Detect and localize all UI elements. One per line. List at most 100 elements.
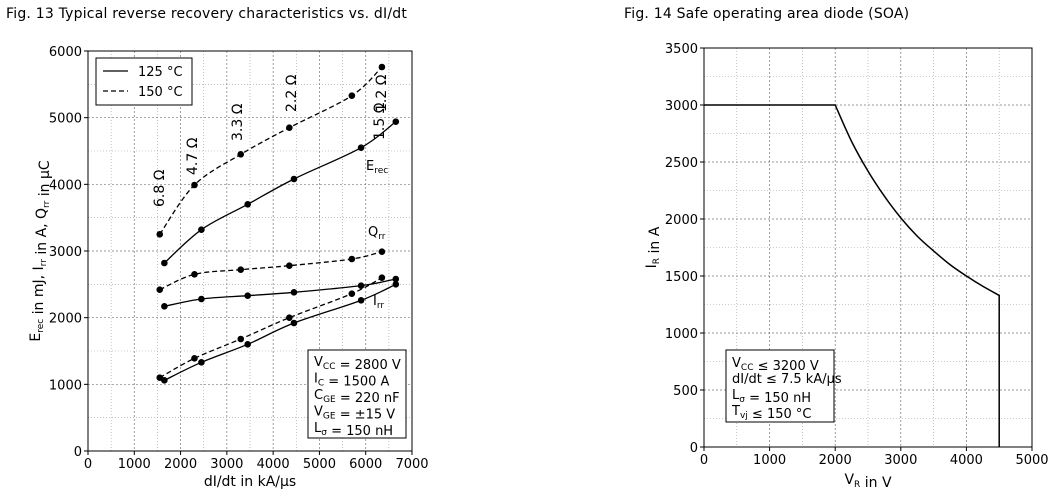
fig13-title: Fig. 13 Typical reverse recovery charact… xyxy=(6,6,408,22)
y-tick-label: 4000 xyxy=(49,178,82,193)
x-tick-label: 0 xyxy=(700,453,708,468)
resistor-label: 3.3 Ω xyxy=(230,103,246,141)
data-point xyxy=(198,226,205,233)
y-tick-label: 6000 xyxy=(49,45,82,60)
condition-line: IC = 1500 A xyxy=(314,372,390,390)
condition-line: VCC ≤ 3200 V xyxy=(732,356,819,374)
y-tick-label: 500 xyxy=(673,384,698,399)
y-tick-label: 3000 xyxy=(665,99,698,114)
x-tick-label: 3000 xyxy=(210,457,243,472)
data-point xyxy=(378,63,386,71)
data-point xyxy=(198,359,205,366)
y-tick-label: 0 xyxy=(74,445,82,460)
data-point xyxy=(348,290,356,297)
legend-box xyxy=(95,57,193,106)
erec-label: Erec xyxy=(366,159,388,176)
condition-line: CGE = 220 nF xyxy=(314,388,400,406)
data-point xyxy=(286,314,293,321)
data-point xyxy=(290,319,298,327)
data-point xyxy=(161,259,168,267)
data-point xyxy=(286,124,293,131)
plot-frame xyxy=(703,47,1033,448)
resistor-label: 4.7 Ω xyxy=(185,137,201,175)
resistor-label: 6.8 Ω xyxy=(152,169,168,207)
condition-line: Tvj ≤ 150 °C xyxy=(731,404,811,422)
soa-boundary-line xyxy=(704,104,1000,447)
data-point xyxy=(392,118,400,125)
x-tick-label: 4000 xyxy=(257,457,290,472)
x-tick-label: 1000 xyxy=(118,457,151,472)
y-axis-label: Erec in mJ, Irr in A, Qrr in µC xyxy=(28,160,53,342)
y-tick-label: 5000 xyxy=(49,112,82,127)
x-tick-label: 1000 xyxy=(753,453,786,468)
y-tick-label: 2000 xyxy=(665,213,698,228)
resistor-label: 1.2 Ω xyxy=(374,74,390,112)
x-tick-label: 2000 xyxy=(164,457,197,472)
data-point xyxy=(191,271,198,278)
data-point xyxy=(237,335,245,343)
x-axis-label: VR in V xyxy=(844,472,892,491)
x-tick-label: 3000 xyxy=(884,453,917,468)
data-point xyxy=(357,297,365,304)
legend-label: 150 °C xyxy=(138,85,183,100)
x-axis-label: dI/dt in kA/µs xyxy=(204,474,296,490)
condition-line: Lσ = 150 nH xyxy=(732,388,811,406)
condition-line: Lσ = 150 nH xyxy=(314,421,393,439)
data-point xyxy=(392,281,400,288)
condition-line: dI/dt ≤ 7.5 kA/µs xyxy=(732,372,842,387)
data-point xyxy=(156,374,164,381)
y-tick-label: 2500 xyxy=(665,156,698,171)
series-line-3 xyxy=(159,251,383,291)
x-tick-label: 4000 xyxy=(950,453,983,468)
y-tick-label: 1000 xyxy=(665,327,698,342)
conditions-box xyxy=(725,349,835,423)
legend-label: 125 °C xyxy=(138,65,183,80)
resistor-label: 2.2 Ω xyxy=(284,74,300,112)
y-tick-label: 0 xyxy=(690,441,698,456)
y-tick-label: 1000 xyxy=(49,378,82,393)
series-line-0 xyxy=(163,121,397,264)
data-point xyxy=(244,341,251,348)
data-point xyxy=(244,201,251,208)
data-point xyxy=(290,175,298,183)
condition-line: VGE = ±15 V xyxy=(314,405,395,423)
data-point xyxy=(237,151,245,158)
x-tick-label: 5000 xyxy=(1015,453,1048,468)
data-point xyxy=(156,231,164,238)
y-axis-label: IR in A xyxy=(644,226,663,268)
fig13-chart: 0 1000 2000 3000 4000 5000 6000 7000 0 1000 2000 30… xyxy=(28,45,429,490)
fig14-chart: 0 1000 2000 3000 4000 5000 0 500 1000 1500 2000 250… xyxy=(644,42,1049,491)
series-line-1 xyxy=(159,66,383,235)
y-tick-label: 3000 xyxy=(49,245,82,260)
y-tick-label: 2000 xyxy=(49,312,82,327)
data-point xyxy=(237,266,245,273)
data-point xyxy=(156,286,164,293)
data-point xyxy=(348,255,356,263)
x-tick-label: 6000 xyxy=(349,457,382,472)
data-point xyxy=(244,292,251,299)
data-point xyxy=(286,262,293,269)
x-tick-label: 0 xyxy=(84,457,92,472)
data-point xyxy=(378,248,386,255)
data-point xyxy=(357,282,365,289)
data-point xyxy=(198,295,205,303)
data-point xyxy=(378,274,386,281)
x-tick-label: 2000 xyxy=(819,453,852,468)
irr-label: Irr xyxy=(373,294,384,311)
data-point xyxy=(191,355,198,362)
data-point xyxy=(357,144,365,151)
conditions-box xyxy=(307,349,407,439)
data-point xyxy=(348,92,356,99)
plot-frame xyxy=(87,50,413,452)
qrr-label: Qrr xyxy=(368,225,386,242)
y-tick-label: 3500 xyxy=(665,42,698,57)
resistor-label: 1.5 Ω xyxy=(372,102,388,140)
y-tick-label: 1500 xyxy=(665,270,698,285)
data-point xyxy=(290,289,298,296)
x-tick-label: 5000 xyxy=(303,457,336,472)
fig14-title: Fig. 14 Safe operating area diode (SOA) xyxy=(624,6,910,22)
data-point xyxy=(191,181,198,189)
condition-line: VCC = 2800 V xyxy=(314,355,401,373)
data-point xyxy=(161,303,168,310)
